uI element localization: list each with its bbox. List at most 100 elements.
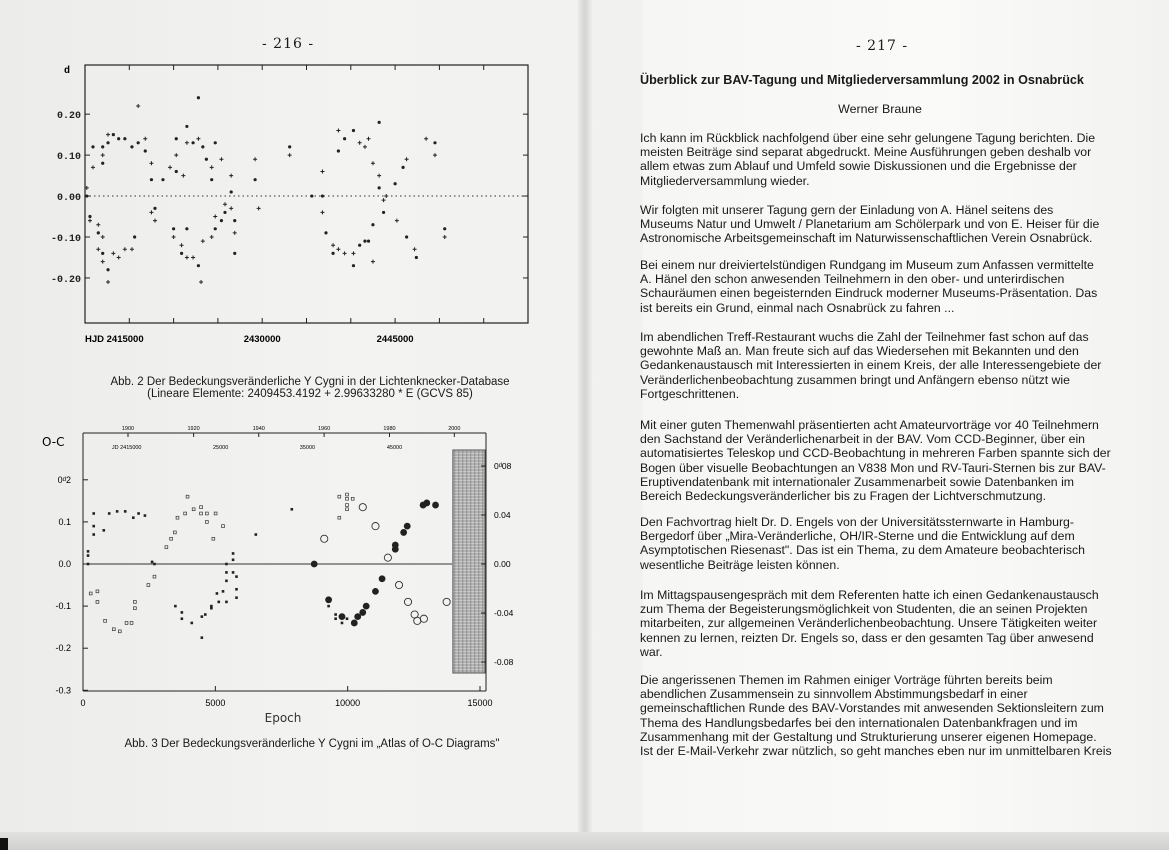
- data-point-open: [103, 619, 107, 623]
- data-point-filled: [200, 636, 204, 639]
- data-point-open-circle: [442, 597, 451, 606]
- text-line: Wir folgten mit unserer Tagung gern der …: [640, 203, 1054, 217]
- data-point-dot: [96, 231, 100, 235]
- data-point-dot: [358, 243, 362, 247]
- y-tick-label: 0.00: [57, 193, 81, 204]
- caption-line: (Lineare Elemente: 2409453.4192 + 2.9963…: [147, 388, 473, 400]
- y-tick-label: -0.20: [51, 275, 81, 286]
- data-point-open: [345, 496, 349, 501]
- data-point-plus: [381, 198, 386, 203]
- text-line: wesentliche Beiträge leisten können.: [640, 557, 840, 572]
- data-point-plus: [442, 235, 447, 239]
- y-tick-label: -0.10: [51, 234, 81, 245]
- year-label: 1940: [253, 426, 265, 432]
- data-point-plus: [412, 247, 417, 252]
- data-point-dot: [324, 231, 328, 235]
- data-point-open: [199, 505, 203, 509]
- data-point-dot: [153, 206, 157, 210]
- data-point-plus: [111, 251, 116, 256]
- data-point-plus: [351, 251, 356, 256]
- page-fold: [578, 0, 592, 850]
- text-line: Eruptivendatenbank mit internationaler Z…: [640, 474, 1075, 489]
- data-point-plus: [171, 235, 176, 239]
- data-point-plus: [149, 161, 154, 166]
- data-point-dot: [336, 149, 340, 153]
- text-line: Im Mittagspausengespräch mit dem Referen…: [640, 588, 1099, 602]
- data-point-filled: [137, 512, 140, 515]
- data-point-dot: [366, 239, 371, 243]
- data-point-dot: [310, 194, 314, 198]
- text-line: Zusammenhang mit der Gestaltung und Stru…: [640, 729, 1097, 744]
- text-line: mitarbeiten, zur allgemeinen Veränderlic…: [640, 616, 1098, 631]
- data-point-dot: [288, 145, 292, 149]
- data-point-open-circle: [371, 522, 380, 531]
- text-line: Bereich Bedeckungsveränderlicher bis zu …: [640, 489, 1047, 504]
- data-point-plus: [209, 235, 214, 239]
- text-line: gewohnte Maß an. Man freute sich auf das…: [640, 344, 1079, 359]
- data-point-filled-circle: [325, 596, 333, 604]
- paragraph: Im Mittagspausengespräch mit dem Referen…: [640, 588, 1099, 659]
- data-point-filled: [92, 533, 96, 536]
- text-line: ist bereits ein Grund, einmal nach Osnab…: [640, 300, 955, 315]
- data-point-dot: [401, 165, 405, 169]
- jd-label: 35000: [300, 445, 315, 451]
- data-point-dot: [371, 223, 375, 227]
- text-line: Bergedorf über „Mira-Veränderliche, OH/I…: [640, 529, 1075, 544]
- data-point-dot: [85, 194, 89, 198]
- data-point-plus: [96, 222, 101, 227]
- data-point-dot: [342, 137, 347, 141]
- jd-label: 45000: [387, 445, 402, 451]
- data-point-dot: [172, 227, 176, 231]
- data-point-plus: [196, 136, 201, 141]
- data-point-dot: [196, 96, 201, 100]
- data-point-dot: [210, 178, 214, 182]
- data-point-open: [95, 600, 100, 604]
- data-point-open: [199, 511, 203, 516]
- data-point-open: [191, 507, 196, 512]
- x-tick-label: 10000: [335, 698, 360, 708]
- data-point-dot: [143, 149, 147, 153]
- text-line: Bogen über visuelle Beobachtungen an V83…: [640, 460, 1106, 475]
- data-point-dot: [433, 141, 437, 145]
- data-point-plus: [336, 247, 341, 252]
- data-point-filled: [180, 611, 184, 614]
- data-point-plus: [129, 247, 134, 252]
- data-point-plus: [320, 210, 325, 215]
- data-point-dot: [88, 214, 92, 219]
- data-point-filled: [235, 575, 238, 578]
- y-tick-label: 0.10: [57, 152, 81, 163]
- year-label: 1920: [188, 426, 200, 432]
- x-tick-label: 0: [80, 698, 85, 708]
- data-point-plus: [222, 202, 227, 207]
- data-point-plus: [253, 157, 258, 162]
- data-point-plus: [116, 255, 121, 260]
- right-tick-label: 0.04: [494, 510, 511, 520]
- data-point-dot: [253, 178, 257, 182]
- text-line: Veränderlichenbeobachtung zusammen bring…: [640, 372, 1071, 387]
- data-point-dot: [185, 124, 189, 129]
- data-point-plus: [100, 259, 105, 264]
- data-point-filled: [180, 617, 184, 621]
- text-line: den Sachstand der Veränderlichenarbeit i…: [640, 432, 1086, 447]
- data-point-plus: [287, 153, 292, 158]
- data-point-open-circle: [419, 614, 428, 623]
- y-tick-label: -0.1: [55, 601, 71, 611]
- data-point-plus: [174, 153, 179, 158]
- data-point-plus: [184, 255, 189, 260]
- data-point-filled: [190, 621, 194, 625]
- data-point-plus: [87, 218, 92, 223]
- data-point-filled: [210, 606, 213, 610]
- text-line: Astronomische Arbeitsgemeinschaft im Nat…: [640, 231, 1093, 246]
- data-point-open: [337, 515, 342, 520]
- data-point-open: [185, 494, 190, 499]
- data-point-filled-circle: [400, 529, 408, 536]
- data-point-plus: [366, 136, 371, 141]
- data-point-filled: [150, 560, 154, 564]
- scan-edge: [0, 832, 1169, 850]
- data-point-filled-circle: [378, 575, 386, 583]
- data-point-plus: [143, 136, 148, 141]
- data-point-dot: [223, 210, 227, 215]
- data-point-open: [221, 524, 225, 528]
- paragraph: Den Fachvortrag hielt Dr. D. Engels von …: [640, 515, 1085, 572]
- data-point-plus: [199, 280, 204, 285]
